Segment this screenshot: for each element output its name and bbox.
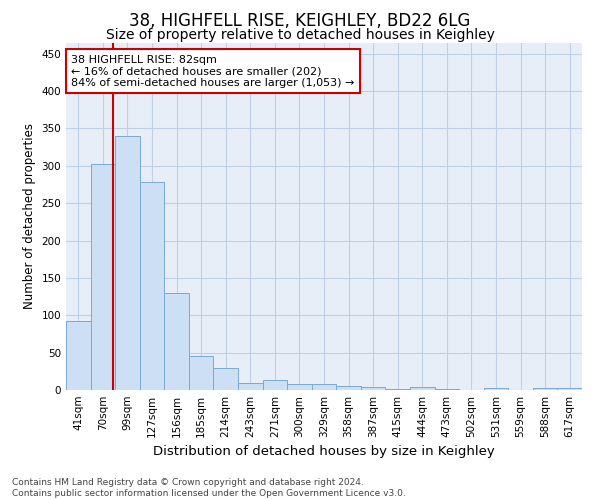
Text: 38 HIGHFELL RISE: 82sqm
← 16% of detached houses are smaller (202)
84% of semi-d: 38 HIGHFELL RISE: 82sqm ← 16% of detache…: [71, 54, 355, 88]
Bar: [91, 164, 115, 390]
Bar: [214, 368, 238, 390]
Bar: [361, 387, 385, 390]
Bar: [312, 384, 336, 390]
Bar: [140, 182, 164, 390]
Bar: [164, 293, 189, 390]
Bar: [238, 384, 263, 390]
Bar: [263, 380, 287, 390]
Bar: [484, 388, 508, 390]
Bar: [189, 356, 214, 390]
Y-axis label: Number of detached properties: Number of detached properties: [23, 123, 36, 309]
Text: Size of property relative to detached houses in Keighley: Size of property relative to detached ho…: [106, 28, 494, 42]
Bar: [410, 387, 434, 390]
Text: 38, HIGHFELL RISE, KEIGHLEY, BD22 6LG: 38, HIGHFELL RISE, KEIGHLEY, BD22 6LG: [130, 12, 470, 30]
Bar: [336, 386, 361, 390]
Bar: [66, 321, 91, 390]
Bar: [533, 388, 557, 390]
Text: Contains HM Land Registry data © Crown copyright and database right 2024.
Contai: Contains HM Land Registry data © Crown c…: [12, 478, 406, 498]
Bar: [287, 384, 312, 390]
X-axis label: Distribution of detached houses by size in Keighley: Distribution of detached houses by size …: [153, 446, 495, 458]
Bar: [557, 388, 582, 390]
Bar: [115, 136, 140, 390]
